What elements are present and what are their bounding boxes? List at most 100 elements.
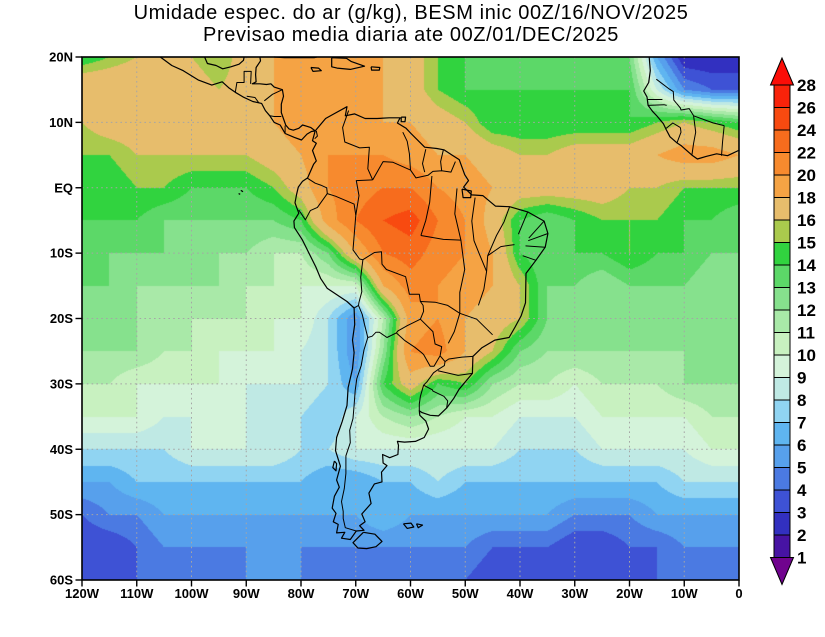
border-path [648, 104, 667, 106]
colorbar-label: 26 [797, 99, 816, 118]
x-axis-tick-label: 0 [735, 586, 742, 601]
y-axis-tick-label: EQ [54, 180, 73, 195]
coastline-path [352, 531, 383, 550]
colorbar-segment [773, 309, 791, 333]
colorbar-label: 3 [797, 504, 806, 523]
border-path [352, 215, 364, 261]
border-path [402, 131, 411, 171]
coastline-path [461, 188, 472, 199]
coastline-path [402, 522, 415, 529]
colorbar-segment [773, 444, 791, 468]
x-axis-tick-label: 80W [288, 586, 315, 601]
border-path [486, 206, 511, 272]
coastline-path [643, 56, 740, 160]
colorbar-segment [773, 399, 791, 423]
coastline-path [240, 189, 244, 193]
x-axis-tick-label: 50W [452, 586, 479, 601]
colorbar-segment [773, 174, 791, 198]
border-path [471, 197, 488, 272]
coastline-path [159, 56, 316, 141]
colorbar-segment [773, 264, 791, 288]
border-path [454, 188, 462, 241]
border-path [447, 313, 461, 344]
border-path [655, 78, 677, 104]
y-axis-tick-label: 20N [49, 50, 73, 65]
border-path [522, 255, 537, 261]
colorbar-label: 10 [797, 346, 816, 365]
colorbar-segment [773, 422, 791, 446]
x-axis-tick-label: 20W [616, 586, 643, 601]
border-path [410, 161, 456, 179]
colorbar-label: 2 [797, 526, 806, 545]
border-path [298, 193, 328, 221]
border-path [327, 193, 357, 216]
colorbar-label: 28 [797, 76, 816, 95]
colorbar-label: 24 [797, 121, 816, 140]
colorbar-label: 22 [797, 144, 816, 163]
colorbar-label: 15 [797, 234, 816, 253]
colorbar-segment [773, 534, 791, 558]
colorbar-label: 12 [797, 301, 816, 320]
border-path [437, 370, 473, 376]
border-path [459, 312, 493, 336]
coastline-path [400, 116, 407, 123]
x-axis-tick-label: 100W [175, 586, 210, 601]
border-path [517, 211, 529, 235]
border-path [721, 125, 725, 156]
border-path [420, 318, 443, 356]
colorbar-segment [773, 242, 791, 266]
coastline-path [332, 460, 338, 472]
border-path [314, 130, 318, 140]
border-path [418, 385, 425, 411]
border-path [420, 175, 433, 236]
border-path [525, 245, 546, 248]
border-path [367, 331, 397, 338]
colorbar-label: 20 [797, 166, 816, 185]
x-axis-tick-label: 10W [671, 586, 698, 601]
colorbar-label: 4 [797, 481, 807, 500]
y-axis-tick-label: 10N [49, 115, 73, 130]
coastline-path [331, 57, 366, 70]
x-axis-tick-label: 70W [342, 586, 369, 601]
y-axis-tick-label: 20S [50, 311, 73, 326]
border-path [420, 301, 461, 314]
colorbar-segment [773, 354, 791, 378]
colorbar-segment [773, 467, 791, 491]
border-path [420, 235, 461, 241]
chart-subtitle: Previsao media diaria ate 00Z/01/DEC/202… [203, 24, 619, 46]
border-path [234, 70, 252, 93]
colorbar-label: 13 [797, 279, 816, 298]
y-axis-tick-label: 40S [50, 442, 73, 457]
y-axis-tick-label: 10S [50, 246, 73, 261]
x-axis-tick-label: 30W [561, 586, 588, 601]
border-path [306, 177, 328, 194]
colorbar-segment [773, 377, 791, 401]
border-path [269, 115, 282, 117]
colorbar-arrow-down [769, 557, 795, 586]
border-path [395, 332, 441, 367]
border-path [246, 95, 260, 104]
map-frame [81, 56, 740, 581]
border-path [358, 259, 364, 306]
colorbar-label: 9 [797, 369, 806, 388]
border-path [528, 233, 549, 242]
border-path [353, 304, 359, 309]
x-axis-tick-label: 40W [507, 586, 534, 601]
colorbar-label: 1 [797, 549, 806, 568]
colorbar-segment [773, 129, 791, 153]
colorbar-segment [773, 332, 791, 356]
colorbar-arrow-up [769, 56, 795, 86]
colorbar-segment [773, 489, 791, 513]
colorbar-label: 11 [797, 324, 815, 343]
colorbar-segment [773, 219, 791, 243]
colorbar-label: 16 [797, 211, 816, 230]
colorbar-label: 6 [797, 436, 806, 455]
border-path [423, 384, 449, 409]
coastline-path [293, 106, 549, 541]
border-path [676, 103, 695, 117]
border-path [459, 240, 466, 314]
x-axis-tick-label: 110W [120, 586, 154, 601]
coastline-path [415, 523, 424, 529]
border-path [676, 127, 682, 143]
